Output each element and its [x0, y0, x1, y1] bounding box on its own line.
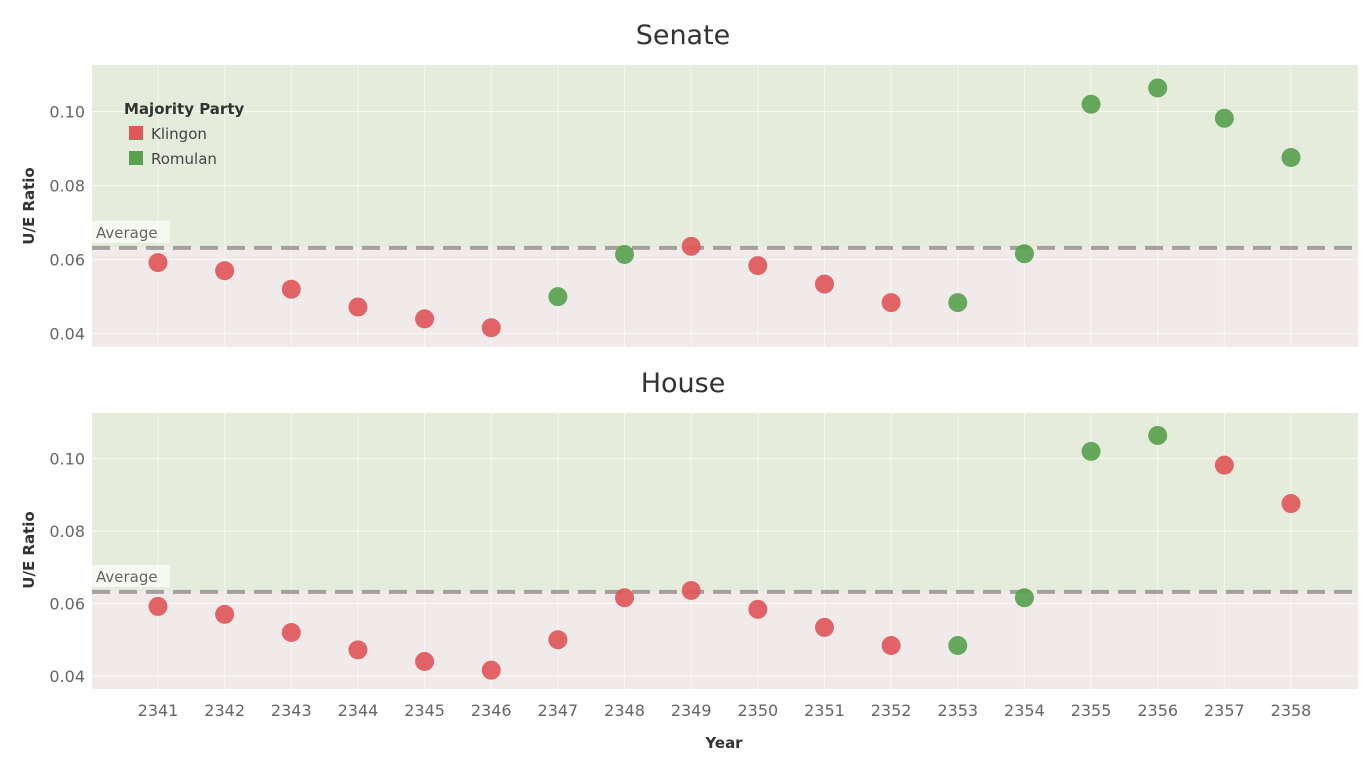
data-point-klingon — [215, 605, 234, 624]
legend-swatch-klingon — [129, 126, 143, 140]
data-point-klingon — [882, 636, 901, 655]
data-point-romulan — [1282, 148, 1301, 167]
data-point-klingon — [415, 652, 434, 671]
panel-senate: Senate 0.04 0.06 0.08 0.10 U/E Ratio Average Ma… — [20, 20, 1358, 347]
x-tick-label: 2351 — [804, 701, 845, 720]
average-label: Average — [96, 568, 158, 586]
data-point-klingon — [882, 293, 901, 312]
chart-title: Senate — [636, 20, 731, 51]
chart-title: House — [641, 368, 726, 399]
x-tick-label: 2349 — [671, 701, 712, 720]
data-point-romulan — [1215, 109, 1234, 128]
x-tick-label: 2354 — [1004, 701, 1045, 720]
x-tick-label: 2343 — [271, 701, 312, 720]
data-point-klingon — [149, 253, 168, 272]
y-tick-label: 0.10 — [49, 450, 85, 469]
x-axis: 2341 2342 2343 2344 2345 2346 2347 2348 2349 2350… — [138, 701, 1312, 752]
legend-title: Majority Party — [124, 100, 244, 118]
x-tick-label: 2348 — [604, 701, 645, 720]
x-tick-label: 2357 — [1204, 701, 1245, 720]
below-average-band — [92, 248, 1358, 347]
y-tick-label: 0.06 — [49, 595, 85, 614]
below-average-band — [92, 592, 1358, 689]
x-tick-label: 2347 — [538, 701, 579, 720]
data-point-klingon — [348, 298, 367, 317]
data-point-klingon — [415, 309, 434, 328]
data-point-romulan — [615, 245, 634, 264]
data-point-klingon — [282, 280, 301, 299]
data-point-klingon — [815, 618, 834, 637]
legend-swatch-romulan — [129, 151, 143, 165]
data-point-klingon — [482, 318, 501, 337]
data-point-klingon — [482, 661, 501, 680]
x-tick-label: 2353 — [937, 701, 978, 720]
x-tick-label: 2346 — [471, 701, 512, 720]
data-point-romulan — [1148, 78, 1167, 97]
legend-label-klingon: Klingon — [151, 125, 207, 143]
data-point-klingon — [215, 261, 234, 280]
x-tick-label: 2341 — [138, 701, 179, 720]
data-point-klingon — [682, 581, 701, 600]
data-point-romulan — [1015, 588, 1034, 607]
x-tick-label: 2352 — [871, 701, 912, 720]
y-axis-label: U/E Ratio — [20, 511, 38, 588]
data-point-klingon — [282, 623, 301, 642]
data-point-klingon — [615, 588, 634, 607]
data-point-romulan — [948, 293, 967, 312]
x-tick-label: 2358 — [1271, 701, 1312, 720]
y-tick-label: 0.06 — [49, 251, 85, 270]
panel-house: House 0.04 0.06 0.08 0.10 U/E Ratio Average — [20, 368, 1358, 689]
y-tick-label: 0.04 — [49, 325, 85, 344]
data-point-romulan — [1148, 426, 1167, 445]
above-average-band — [92, 413, 1358, 592]
data-point-klingon — [748, 600, 767, 619]
y-axis-label: U/E Ratio — [20, 167, 38, 244]
average-label: Average — [96, 224, 158, 242]
x-tick-label: 2344 — [338, 701, 379, 720]
above-average-band — [92, 65, 1358, 248]
data-point-klingon — [1215, 456, 1234, 475]
data-point-klingon — [548, 630, 567, 649]
data-point-romulan — [548, 287, 567, 306]
data-point-klingon — [682, 237, 701, 256]
x-tick-label: 2345 — [404, 701, 445, 720]
data-point-klingon — [1282, 494, 1301, 513]
data-point-klingon — [348, 640, 367, 659]
data-point-romulan — [948, 636, 967, 655]
x-tick-label: 2350 — [737, 701, 778, 720]
data-point-romulan — [1082, 95, 1101, 114]
data-point-klingon — [748, 256, 767, 275]
x-axis-label: Year — [704, 734, 743, 752]
data-point-klingon — [149, 597, 168, 616]
y-tick-label: 0.04 — [49, 667, 85, 686]
y-tick-label: 0.08 — [49, 177, 85, 196]
x-tick-label: 2355 — [1071, 701, 1112, 720]
y-tick-label: 0.08 — [49, 522, 85, 541]
y-tick-label: 0.10 — [49, 103, 85, 122]
data-point-romulan — [1082, 442, 1101, 461]
legend-label-romulan: Romulan — [151, 150, 217, 168]
x-tick-label: 2356 — [1137, 701, 1178, 720]
x-tick-label: 2342 — [204, 701, 245, 720]
data-point-klingon — [815, 275, 834, 294]
data-point-romulan — [1015, 244, 1034, 263]
